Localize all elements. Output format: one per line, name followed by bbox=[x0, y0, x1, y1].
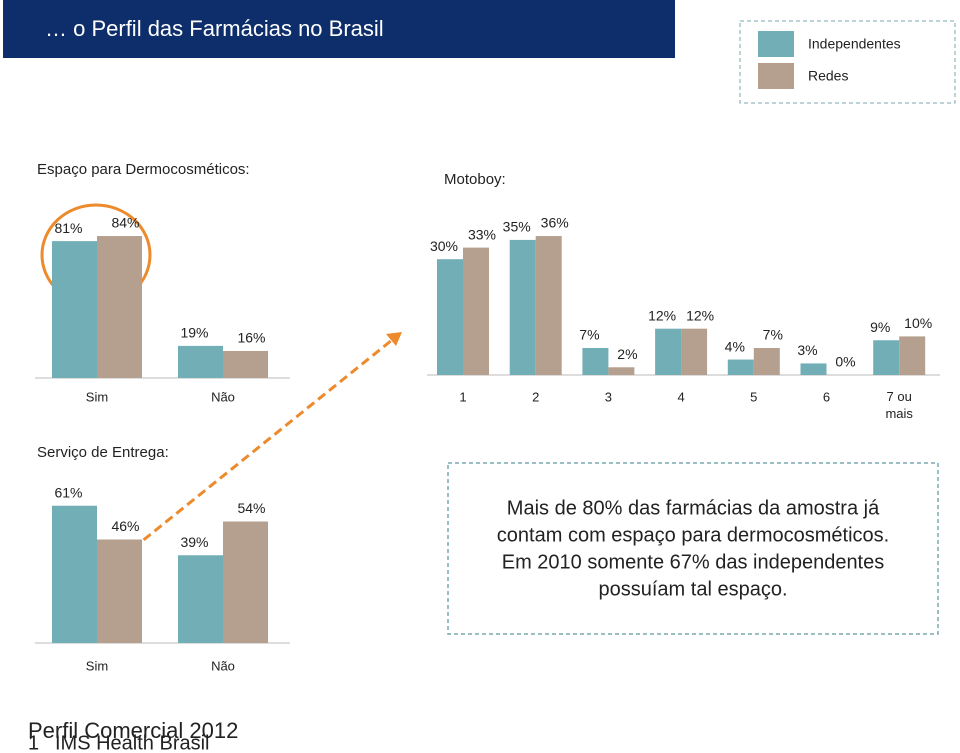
value-label: 10% bbox=[904, 315, 932, 331]
value-label: 7% bbox=[763, 327, 783, 343]
category-label: 7 ou mais bbox=[885, 389, 913, 421]
value-label: 46% bbox=[111, 518, 139, 534]
value-label: 7% bbox=[579, 327, 599, 343]
bar bbox=[437, 259, 463, 375]
note-line: possuíam tal espaço. bbox=[599, 578, 788, 600]
series: 84% 16% bbox=[97, 215, 268, 378]
note-box bbox=[447, 462, 939, 635]
bar bbox=[52, 505, 97, 643]
note-line: Em 2010 somente 67% das independentes bbox=[502, 551, 885, 573]
note-line: contam com espaço para dermocosméticos. bbox=[497, 524, 889, 546]
bar bbox=[463, 247, 489, 375]
bar bbox=[223, 350, 268, 378]
series: 81% 19% bbox=[52, 220, 223, 378]
note-line: Mais de 80% das farmácias da amostra já bbox=[507, 497, 880, 519]
bar bbox=[97, 539, 142, 643]
value-label: 33% bbox=[468, 226, 496, 242]
value-label: 54% bbox=[237, 500, 265, 516]
slide-title: … o Perfil das Farmácias no Brasil bbox=[45, 16, 384, 41]
footer-page: 1 bbox=[28, 732, 39, 753]
legend-swatch bbox=[758, 31, 794, 57]
chart-title: Serviço de Entrega: bbox=[37, 444, 169, 461]
value-label: 61% bbox=[54, 484, 82, 500]
bar bbox=[873, 340, 900, 375]
footer-company: IMS Health Brasil bbox=[55, 732, 210, 753]
legend-box bbox=[739, 20, 956, 104]
value-label: 35% bbox=[503, 219, 531, 235]
value-label: 0% bbox=[835, 354, 855, 370]
category-label: Não bbox=[211, 658, 235, 673]
bar bbox=[582, 347, 609, 375]
category-label: Sim bbox=[86, 658, 108, 673]
bar bbox=[178, 555, 223, 643]
category-label: 5 bbox=[750, 389, 757, 404]
series: 33% 36% 2% 12% 7% 0% 10% bbox=[463, 215, 932, 375]
chart-title: Motoboy: bbox=[444, 171, 506, 188]
legend-swatch bbox=[758, 63, 794, 89]
series: 61% 39% bbox=[52, 484, 223, 643]
chart-title: Espaço para Dermocosméticos: bbox=[37, 161, 250, 178]
bar bbox=[800, 363, 827, 375]
value-label: 12% bbox=[648, 307, 676, 323]
bar bbox=[178, 345, 223, 378]
bar bbox=[608, 367, 635, 375]
value-label: 2% bbox=[617, 346, 637, 362]
value-label: 30% bbox=[430, 238, 458, 254]
bar bbox=[97, 236, 142, 378]
value-label: 4% bbox=[725, 338, 745, 354]
bar bbox=[681, 328, 708, 375]
value-label: 39% bbox=[180, 534, 208, 550]
value-label: 12% bbox=[686, 307, 714, 323]
value-label: 16% bbox=[237, 330, 265, 346]
arrow-head bbox=[386, 332, 402, 346]
category-label: 2 bbox=[532, 389, 539, 404]
bar bbox=[223, 521, 268, 643]
series: 30% 35% 7% 12% 4% 3% 9% bbox=[430, 219, 900, 375]
bar bbox=[655, 328, 682, 375]
value-label: 84% bbox=[111, 215, 139, 231]
value-label: 19% bbox=[180, 325, 208, 341]
category-label: 1 bbox=[459, 389, 466, 404]
title-bar bbox=[3, 0, 675, 58]
bar bbox=[899, 336, 926, 375]
series: 46% 54% bbox=[97, 500, 268, 643]
value-label: 9% bbox=[870, 319, 890, 335]
arrow-line bbox=[99, 338, 393, 577]
category-label: 6 bbox=[823, 389, 830, 404]
category-label: 3 bbox=[605, 389, 612, 404]
legend-label: Redes bbox=[808, 68, 848, 84]
bar bbox=[509, 239, 536, 375]
footer-title: Perfil Comercial 2012 bbox=[28, 718, 238, 743]
legend-label: Independentes bbox=[808, 36, 901, 52]
bar bbox=[727, 359, 754, 375]
category-label: Sim bbox=[86, 389, 108, 404]
value-label: 3% bbox=[797, 342, 817, 358]
bar bbox=[753, 347, 780, 375]
bar bbox=[52, 241, 97, 378]
value-label: 81% bbox=[54, 220, 82, 236]
bar bbox=[535, 236, 562, 375]
value-label: 36% bbox=[541, 215, 569, 231]
category-label: 4 bbox=[677, 389, 684, 404]
category-label: Não bbox=[211, 389, 235, 404]
